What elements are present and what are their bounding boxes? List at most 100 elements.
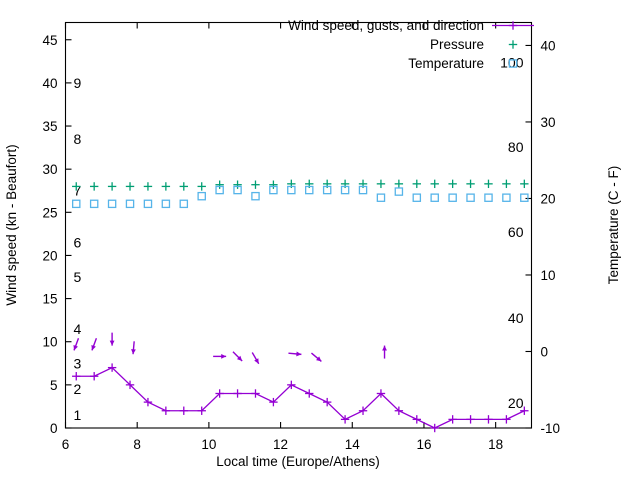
series-marker-temperature	[466, 193, 475, 202]
series-marker-temperature	[161, 199, 171, 209]
x-tick-label: 10	[201, 437, 216, 452]
y-tick-label-left: 30	[42, 162, 57, 177]
wind-arrow-head	[131, 349, 136, 355]
series-marker-temperature	[251, 191, 260, 201]
wind-arrow-head	[254, 358, 259, 364]
wind-arrow	[232, 351, 243, 362]
y-axis-left: 0 5 10 15 20 25 30 35 40 45	[42, 33, 72, 436]
x-tick-label: 12	[273, 437, 288, 452]
wind-arrow-head	[109, 340, 115, 346]
series-marker-temperature	[305, 185, 314, 195]
beaufort-label: 5	[74, 269, 82, 285]
y-tick-label-left: 0	[50, 421, 58, 436]
wind-arrow-head	[382, 345, 387, 351]
series-marker-temperature	[107, 199, 117, 209]
series-marker-temperature	[358, 185, 368, 195]
series-marker-temperature	[269, 185, 278, 195]
series-marker-temperature	[412, 193, 422, 202]
series-marker-temperature	[502, 193, 511, 202]
legend-label: Pressure	[430, 37, 484, 52]
fahrenheit-scale-labels: 20 40 60 80 100	[500, 54, 524, 410]
data-series-group	[72, 179, 529, 433]
beaufort-scale-labels: 1 2 3 4 5 6 7 8 9	[74, 75, 82, 423]
series-marker-temperature	[484, 193, 493, 202]
series-marker-temperature	[143, 199, 153, 209]
series-marker-temperature	[322, 185, 332, 195]
legend-sample-marker	[508, 59, 518, 68]
y-tick-label-left: 35	[42, 119, 57, 134]
beaufort-label: 3	[74, 355, 82, 371]
fahrenheit-label: 100	[500, 54, 524, 70]
y-tick-label-right: 40	[541, 38, 556, 53]
wind-arrow-head	[316, 356, 322, 362]
series-marker-temperature	[340, 185, 350, 195]
wind-arrow	[382, 345, 387, 359]
series-line-wind	[76, 366, 525, 429]
series-marker-temperature	[448, 193, 457, 202]
chart-legend: Wind speed, gusts, and direction Pressure…	[288, 18, 534, 71]
fahrenheit-label: 40	[508, 310, 524, 326]
y-axis-right-title: Temperature (C - F)	[606, 166, 621, 285]
beaufort-label: 1	[74, 407, 82, 423]
y-tick-label-right: 30	[541, 115, 556, 130]
wind-direction-arrows	[73, 332, 387, 365]
y-axis-left-title: Wind speed (kn - Beaufort)	[4, 144, 19, 305]
series-marker-temperature	[179, 199, 189, 209]
plot-frame	[64, 21, 533, 429]
x-tick-label: 18	[488, 437, 503, 452]
fahrenheit-label: 20	[508, 395, 524, 411]
x-tick-label: 8	[133, 437, 141, 452]
fahrenheit-label: 60	[508, 224, 524, 240]
series-marker-temperature	[376, 193, 386, 202]
x-tick-label: 16	[416, 437, 431, 452]
series-marker-temperature	[89, 199, 99, 209]
y-tick-label-left: 45	[42, 33, 57, 48]
series-marker-temperature	[72, 199, 81, 209]
wind-arrow	[251, 352, 260, 365]
y-tick-label-right: 10	[541, 268, 556, 283]
wind-arrow-head	[236, 355, 243, 361]
y-tick-label-left: 20	[42, 248, 57, 263]
beaufort-label: 9	[74, 75, 82, 91]
series-marker-temperature	[197, 191, 206, 201]
fahrenheit-label: 80	[508, 139, 524, 155]
wind-arrow-head	[73, 344, 78, 351]
wind-arrow-head	[296, 351, 302, 357]
wind-arrow	[109, 332, 115, 346]
x-tick-label: 14	[345, 437, 361, 452]
y-tick-label-left: 25	[42, 205, 57, 220]
beaufort-label: 6	[74, 235, 82, 251]
x-tick-label: 6	[62, 437, 70, 452]
wind-arrow	[310, 352, 322, 362]
x-axis-title: Local time (Europe/Athens)	[216, 454, 380, 469]
y-tick-label-right: 0	[541, 344, 549, 359]
x-axis: 6 8 10 12 14 16 18	[62, 22, 503, 452]
legend-label: Wind speed, gusts, and direction	[288, 18, 484, 33]
y-tick-label-left: 10	[42, 335, 57, 350]
series-marker-temperature	[287, 185, 296, 195]
wind-arrow-head	[91, 344, 96, 351]
beaufort-label: 2	[74, 381, 82, 397]
series-marker-temperature	[394, 187, 404, 196]
series-marker-temperature	[125, 199, 135, 209]
wind-arrow	[213, 353, 227, 359]
beaufort-label: 4	[74, 321, 82, 337]
y-tick-label-left: 5	[50, 378, 58, 393]
series-marker-temperature	[520, 193, 529, 202]
beaufort-label: 7	[74, 183, 82, 199]
legend-label: Temperature	[408, 56, 484, 71]
series-marker-temperature	[430, 193, 439, 202]
y-axis-right: -10 0 10 20 30 40	[525, 38, 561, 436]
y-tick-label-right: -10	[541, 421, 561, 436]
wind-arrow	[73, 337, 80, 351]
wind-arrow	[131, 341, 136, 355]
wind-arrow-head	[221, 353, 227, 359]
series-marker-temperature	[215, 185, 224, 195]
wind-arrow	[288, 351, 302, 357]
beaufort-label: 8	[74, 131, 82, 147]
series-marker-temperature	[233, 185, 242, 195]
y-tick-label-left: 15	[42, 292, 57, 307]
wind-arrow	[91, 337, 98, 351]
